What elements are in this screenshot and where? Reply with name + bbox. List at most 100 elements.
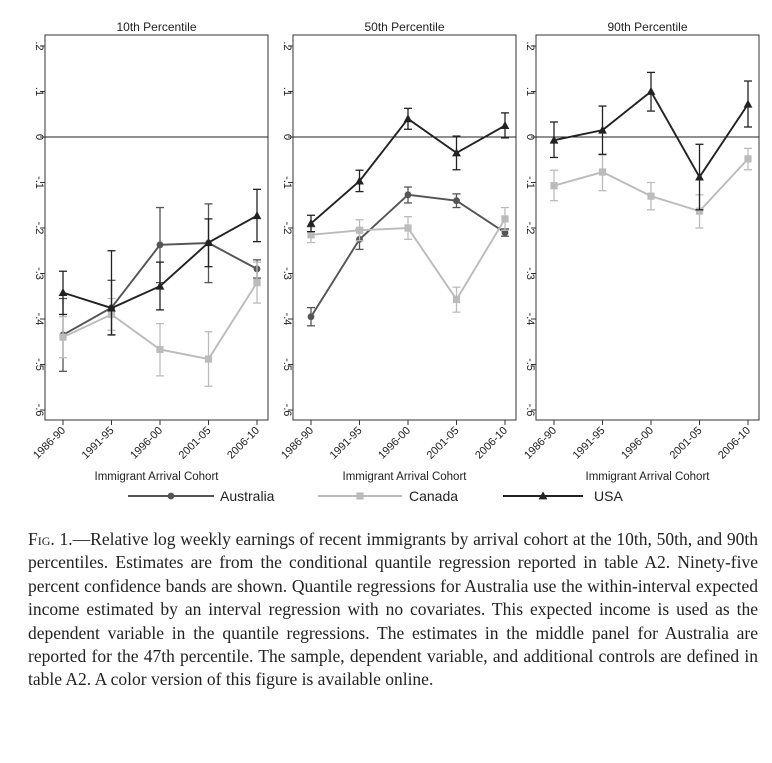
x-tick-label: 2006-10 <box>225 425 262 462</box>
x-tick-label: 1996-00 <box>128 425 165 462</box>
x-tick-label: 1986-90 <box>31 425 68 462</box>
series-line <box>310 117 506 225</box>
data-point <box>306 218 316 227</box>
data-point <box>598 125 607 134</box>
legend-marker <box>356 492 364 500</box>
data-point <box>695 172 704 181</box>
legend-item-canada: Canada <box>318 488 458 504</box>
panel-title: 50th Percentile <box>364 20 444 34</box>
figure-caption-text: —Relative log weekly earnings of recent … <box>28 529 758 690</box>
chart-panel-2: 50th Percentile .2 .1 0 -.1 -.2 -.3 -.4 -.5 -.6 19… <box>279 20 517 483</box>
data-point <box>744 155 752 163</box>
data-point <box>59 333 67 341</box>
data-point <box>204 237 213 246</box>
data-point <box>58 288 68 297</box>
data-point <box>647 192 655 200</box>
y-tick-label: 0 <box>33 134 45 140</box>
series-usa <box>549 71 753 211</box>
x-tick-label: 1991-95 <box>80 425 117 462</box>
data-point <box>598 168 607 176</box>
x-tick-label: 2006-10 <box>473 425 510 462</box>
data-point <box>500 121 510 130</box>
chart-panel-3: 90th Percentile .2 .1 0 -.1 -.2 -.3 -.4 -.5 -.6 19… <box>522 20 760 483</box>
series-line <box>310 193 506 318</box>
series-canada <box>307 206 509 313</box>
y-tick-label: .1 <box>524 87 536 96</box>
legend-label: Canada <box>409 488 458 504</box>
y-tick-label: -.3 <box>281 267 293 280</box>
x-tick-label: 1991-95 <box>328 425 365 462</box>
y-tick-label: -.4 <box>281 313 293 326</box>
series-canada <box>550 147 752 229</box>
x-axis-title: Immigrant Arrival Cohort <box>343 471 468 483</box>
data-point <box>501 215 509 223</box>
data-point <box>155 281 165 290</box>
data-point <box>204 355 213 363</box>
y-tick-label: -.1 <box>281 176 293 189</box>
y-tick-label: .1 <box>281 87 293 96</box>
data-point <box>404 191 412 199</box>
data-point <box>252 211 262 220</box>
legend-label: Australia <box>220 488 275 504</box>
y-tick-label: .2 <box>524 41 536 50</box>
y-tick-label: -.2 <box>33 222 45 235</box>
x-tick-label: 2001-05 <box>668 425 705 462</box>
y-tick-label: .2 <box>33 41 45 50</box>
x-axis-title: Immigrant Arrival Cohort <box>95 471 220 483</box>
y-tick-label: -.4 <box>524 313 536 326</box>
y-tick-label: -.1 <box>524 176 536 189</box>
data-point <box>156 345 164 354</box>
x-axis-title: Immigrant Arrival Cohort <box>586 471 711 483</box>
y-tick-label: -.3 <box>524 267 536 280</box>
y-tick-label: 0 <box>281 134 293 140</box>
y-tick-label: -.5 <box>524 358 536 371</box>
data-point <box>550 182 558 190</box>
data-point <box>452 148 461 157</box>
data-point <box>646 86 656 95</box>
y-tick-label: 0 <box>524 134 536 140</box>
y-tick-label: .1 <box>33 87 45 96</box>
y-tick-label: -.6 <box>33 404 45 417</box>
data-point <box>549 135 559 144</box>
data-point <box>107 303 116 312</box>
series-usa <box>58 188 262 336</box>
y-tick-label: -.2 <box>281 222 293 235</box>
data-point <box>355 226 364 234</box>
x-tick-label: 1996-00 <box>619 425 656 462</box>
chart-panels: 10th Percentile .2 .1 0 -.1 -.2 -.3 -.4 -.5 -.6 19… <box>31 20 760 483</box>
chart-panel-1: 10th Percentile .2 .1 0 -.1 -.2 -.3 -.4 -.5 -.6 19… <box>31 20 269 483</box>
data-point <box>695 207 704 215</box>
data-point <box>403 114 413 123</box>
data-point <box>307 313 315 321</box>
data-point <box>253 279 261 287</box>
y-tick-label: -.3 <box>33 267 45 280</box>
legend-marker <box>167 492 175 500</box>
x-tick-label: 2006-10 <box>716 425 753 462</box>
x-tick-label: 1986-90 <box>522 425 559 462</box>
panel-title: 90th Percentile <box>607 20 687 34</box>
y-tick-label: -.2 <box>524 222 536 235</box>
figure-caption: Fig. 1.—Relative log weekly earnings of … <box>28 528 758 692</box>
series-usa <box>306 107 510 233</box>
panel-title: 10th Percentile <box>116 20 196 34</box>
y-tick-label: -.5 <box>33 358 45 371</box>
y-tick-label: -.6 <box>524 404 536 417</box>
x-tick-label: 2001-05 <box>177 425 214 462</box>
figure-caption-label: Fig. 1. <box>28 529 73 549</box>
chart-legend: Australia Canada USA <box>128 488 623 504</box>
legend-label: USA <box>594 488 623 504</box>
legend-marker <box>538 491 548 500</box>
data-point <box>404 224 412 232</box>
data-point <box>452 295 461 304</box>
y-tick-label: .2 <box>281 41 293 50</box>
x-tick-label: 1991-95 <box>571 425 608 462</box>
data-point <box>743 99 753 108</box>
y-tick-label: -.6 <box>281 404 293 417</box>
x-tick-label: 1986-90 <box>279 425 316 462</box>
y-tick-label: -.5 <box>281 358 293 371</box>
data-point <box>307 231 315 239</box>
data-point <box>355 176 364 185</box>
series-australia <box>307 186 509 327</box>
data-point <box>453 197 460 205</box>
